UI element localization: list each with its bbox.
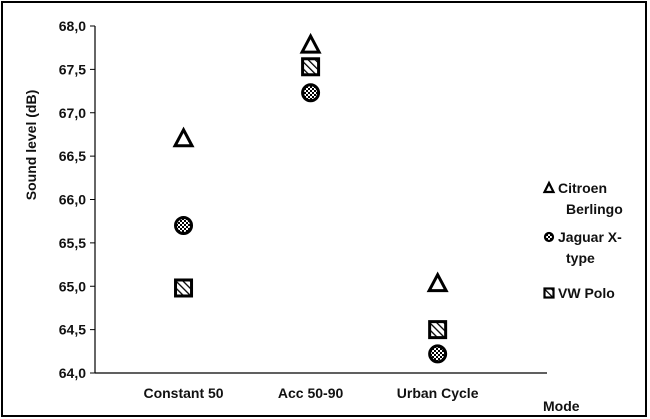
y-tick-label: 67,0 (59, 105, 86, 121)
legend-hatched-square-icon (543, 287, 555, 299)
legend-label: VW Polo (558, 285, 615, 301)
y-tick-label: 64,5 (59, 322, 86, 338)
axes (90, 25, 547, 374)
y-tick-label: 68,0 (59, 18, 86, 34)
x-category-label: Acc 50-90 (278, 385, 344, 401)
legend-item: Jaguar X-type (543, 229, 622, 266)
triangle-point (426, 271, 449, 293)
dotted-circle-point (428, 344, 448, 364)
y-tick-label: 65,5 (59, 235, 86, 251)
hatched-square-point (428, 320, 448, 340)
legend: Citroen Berlingo Jaguar X-type VW Polo (542, 180, 623, 301)
legend-item: Citroen Berlingo (542, 180, 623, 217)
y-axis-title: Sound level (dB) (23, 90, 39, 200)
x-category-label: Constant 50 (143, 385, 223, 401)
x-category-labels: Constant 50 Acc 50-90 Urban Cycle (143, 385, 478, 401)
triangle-point (299, 32, 322, 54)
legend-label: type (566, 250, 595, 266)
y-tick-labels: 64,0 64,5 65,0 65,5 66,0 66,5 67,0 67,5 68,0 (59, 18, 86, 381)
y-tick-label: 65,0 (59, 278, 86, 294)
dotted-circle-point (174, 216, 194, 236)
dotted-circle-point (301, 83, 321, 103)
legend-label: Citroen (558, 180, 607, 196)
legend-label: Jaguar X- (558, 229, 622, 245)
hatched-square-point (301, 57, 321, 77)
data-points (172, 32, 449, 364)
x-axis-title: Mode (543, 398, 580, 414)
hatched-square-point (174, 278, 194, 298)
legend-dotted-circle-icon (543, 231, 555, 243)
legend-item: VW Polo (543, 285, 615, 301)
triangle-point (172, 126, 195, 148)
y-tick-label: 67,5 (59, 61, 86, 77)
x-category-label: Urban Cycle (397, 385, 479, 401)
legend-label: Berlingo (566, 201, 623, 217)
y-tick-label: 66,0 (59, 192, 86, 208)
y-tick-label: 64,0 (59, 365, 86, 381)
legend-triangle-icon (542, 180, 556, 194)
y-tick-label: 66,5 (59, 148, 86, 164)
